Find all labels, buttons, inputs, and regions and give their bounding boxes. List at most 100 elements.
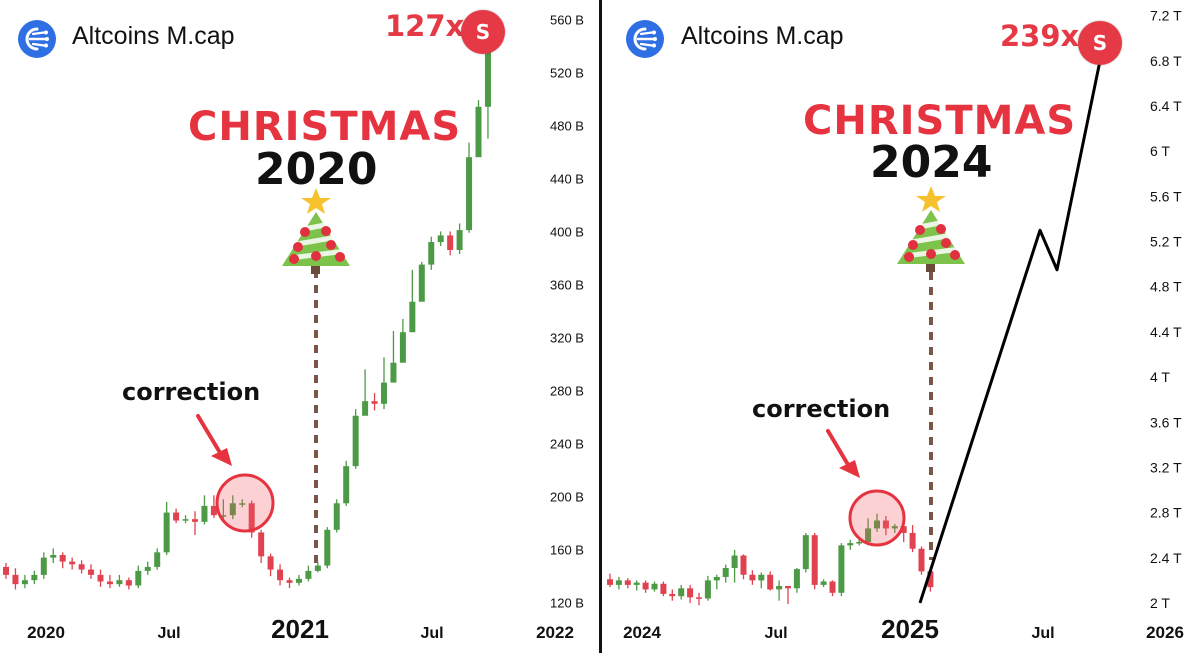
candle: [793, 567, 800, 593]
y-tick-label: 440 B: [550, 171, 584, 186]
x-tick-label: Jul: [1031, 625, 1054, 642]
candle: [182, 515, 189, 524]
panel-divider: [599, 0, 602, 653]
y-tick-label: 160 B: [550, 543, 584, 558]
left-christmas-title: CHRISTMAS: [188, 104, 462, 150]
right-christmas-title: CHRISTMAS: [803, 98, 1077, 144]
left-s-badge-icon: S: [461, 10, 505, 54]
candle: [437, 231, 444, 247]
candle: [624, 578, 631, 589]
candle: [201, 495, 208, 525]
candle: [154, 548, 161, 570]
y-tick-label: 520 B: [550, 65, 584, 80]
candle: [633, 580, 640, 591]
candle: [277, 564, 284, 586]
candle: [324, 527, 331, 569]
y-tick-label: 280 B: [550, 384, 584, 399]
candle: [399, 318, 406, 363]
x-tick-label: 2022: [536, 623, 574, 642]
candle: [847, 539, 854, 550]
candle: [21, 574, 28, 589]
x-tick-label: 2025: [881, 614, 939, 644]
left-correction-label: correction: [122, 378, 261, 406]
candle: [390, 330, 397, 383]
left-candlestick-chart: 560 B 520 B 480 B 440 B 400 B 360 B 320 B 280 B…: [3, 12, 584, 644]
y-tick-label: 2.4 T: [1150, 550, 1182, 566]
y-tick-label: 200 B: [550, 490, 584, 505]
candle: [882, 515, 889, 536]
y-tick-label: 240 B: [550, 437, 584, 452]
y-tick-label: 360 B: [550, 277, 584, 292]
y-tick-label: 6 T: [1150, 143, 1170, 159]
candle: [642, 580, 649, 593]
candle: [12, 568, 19, 590]
candle: [69, 557, 76, 570]
candle: [88, 564, 95, 579]
correction-highlight-circle: [848, 489, 906, 547]
network-logo-icon: [626, 20, 664, 58]
candle: [484, 47, 491, 139]
candle: [78, 560, 85, 574]
candle: [305, 565, 312, 582]
candle: [163, 501, 170, 555]
candle: [865, 518, 872, 546]
candle: [381, 357, 387, 410]
candle: [173, 508, 180, 524]
y-tick-label: 2 T: [1150, 595, 1170, 611]
candle: [704, 575, 711, 601]
y-tick-label: 4.8 T: [1150, 279, 1182, 295]
y-tick-label: 5.2 T: [1150, 234, 1182, 250]
candle: [135, 565, 142, 589]
candle: [456, 223, 463, 254]
candle: [144, 561, 151, 575]
candle: [418, 261, 425, 302]
left-panel: Altcoins M.cap 560 B 520 B 480 B 440 B 400 B…: [3, 9, 584, 644]
candle: [767, 571, 774, 591]
candle: [802, 532, 809, 573]
candle: [615, 576, 622, 590]
y-tick-label: 4 T: [1150, 369, 1170, 385]
right-correction-label: correction: [752, 395, 891, 423]
candle: [106, 574, 113, 589]
candle: [286, 577, 293, 589]
candle: [820, 579, 827, 588]
right-panel: Altcoins M.cap 7.2 T 6.8 T 6.4 T 6 T 5.6 T 5.…: [600, 0, 1200, 653]
christmas-tree-icon: [897, 186, 965, 272]
candle: [874, 513, 880, 532]
candle: [918, 546, 925, 575]
right-candlestick-chart: 7.2 T 6.8 T 6.4 T 6 T 5.6 T 5.2 T 4.8 T 4.4 T 4 …: [607, 8, 1184, 644]
candle: [785, 586, 791, 605]
candle: [909, 525, 916, 553]
candle: [758, 572, 765, 589]
candle: [371, 393, 378, 411]
candle: [220, 499, 227, 521]
candle: [740, 554, 747, 580]
candle: [343, 460, 350, 506]
x-tick-label: 2020: [27, 623, 65, 642]
candle: [3, 562, 9, 579]
x-tick-label: Jul: [764, 625, 787, 642]
candle: [125, 577, 132, 590]
candle: [333, 499, 340, 533]
network-logo-icon: [18, 20, 56, 58]
candle: [749, 570, 756, 585]
candle: [731, 549, 738, 583]
candle: [829, 580, 836, 597]
y-tick-label: 5.6 T: [1150, 188, 1182, 204]
left-multiplier-label: 127x: [385, 9, 465, 43]
projection-line: [918, 60, 1102, 604]
y-tick-label: 6.4 T: [1150, 98, 1182, 114]
candle: [776, 580, 783, 601]
correction-highlight-circle: [215, 473, 275, 533]
candle: [651, 581, 658, 592]
candle: [258, 529, 265, 563]
candle: [229, 495, 236, 520]
candle: [239, 499, 246, 508]
candle: [466, 142, 473, 233]
candle: [891, 523, 898, 533]
candle: [607, 573, 613, 588]
x-tick-label: 2021: [271, 614, 329, 644]
y-tick-label: 120 B: [550, 596, 584, 611]
left-christmas-year: 2020: [255, 144, 378, 195]
x-tick-label: 2026: [1146, 623, 1184, 642]
